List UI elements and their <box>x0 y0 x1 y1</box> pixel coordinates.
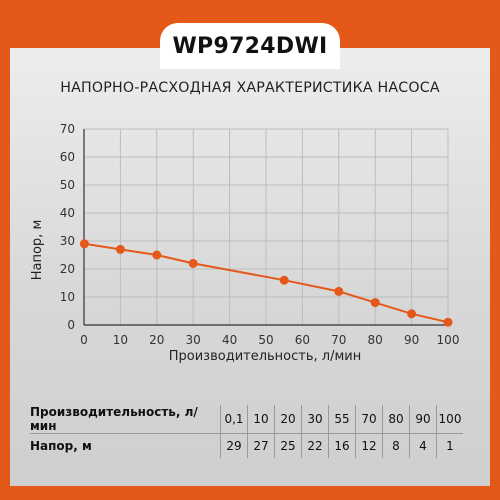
flow-value-cell: 30 <box>301 405 329 434</box>
y-tick-label: 70 <box>60 122 75 136</box>
data-point <box>334 286 344 296</box>
model-name: WP9724DWI <box>172 33 328 59</box>
chart-title: НАПОРНО-РАСХОДНАЯ ХАРАКТЕРИСТИКА НАСОСА <box>60 80 440 96</box>
data-point <box>279 275 289 285</box>
y-tick-label: 10 <box>60 290 75 304</box>
data-table: Производительность, л/мин 0,1 10 20 30 55 70 8… <box>30 405 463 458</box>
head-row-label: Напор, м <box>30 439 92 453</box>
head-value-cell: 27 <box>247 433 275 458</box>
flow-value-cell: 90 <box>409 405 437 434</box>
y-tick-label: 40 <box>60 206 75 220</box>
data-point <box>188 258 198 268</box>
flow-value-cell: 20 <box>274 405 302 434</box>
x-tick-label: 70 <box>331 333 346 347</box>
x-tick-label: 0 <box>80 333 88 347</box>
data-point <box>79 239 89 249</box>
series-points <box>79 239 453 327</box>
head-row: Напор, м 29 27 25 22 16 12 8 4 1 <box>30 433 463 458</box>
head-value-cell: 12 <box>355 433 383 458</box>
x-tick-label: 90 <box>404 333 419 347</box>
flow-value-cell: 80 <box>382 405 410 434</box>
y-axis-label: Напор, м <box>30 220 45 281</box>
data-point <box>115 244 125 254</box>
chart-axes <box>83 129 448 326</box>
flow-row: Производительность, л/мин 0,1 10 20 30 55 70 8… <box>30 405 463 434</box>
x-tick-label: 50 <box>258 333 273 347</box>
flow-value-cell: 100 <box>436 405 463 434</box>
head-value-cell: 1 <box>436 433 463 458</box>
flow-value-cell: 70 <box>355 405 383 434</box>
chart-grid <box>83 128 449 326</box>
x-tick-label: 10 <box>113 333 128 347</box>
x-tick-label: 20 <box>149 333 164 347</box>
flow-value-cell: 55 <box>328 405 356 434</box>
x-tick-label: 80 <box>368 333 383 347</box>
head-value-cell: 8 <box>382 433 410 458</box>
data-point <box>407 309 417 319</box>
flow-value-cell: 10 <box>247 405 275 434</box>
flow-row-label: Производительность, л/мин <box>30 405 221 434</box>
head-value-cell: 4 <box>409 433 437 458</box>
x-tick-label: 30 <box>186 333 201 347</box>
x-tick-label: 40 <box>222 333 237 347</box>
y-tick-label: 0 <box>67 318 75 332</box>
y-tick-label: 20 <box>60 262 75 276</box>
data-point <box>370 298 380 308</box>
data-point <box>443 317 453 327</box>
y-tick-label: 50 <box>60 178 75 192</box>
y-tick-label: 30 <box>60 234 75 248</box>
y-tick-labels: 0 10 20 30 40 50 60 70 <box>60 122 75 332</box>
x-tick-label: 100 <box>437 333 460 347</box>
x-axis-label: Производительность, л/мин <box>169 349 361 364</box>
data-point <box>152 250 162 260</box>
head-value-cell: 16 <box>328 433 356 458</box>
x-tick-label: 60 <box>295 333 310 347</box>
x-tick-labels: 0 10 20 30 40 50 60 70 80 90 100 <box>80 333 459 347</box>
y-tick-label: 60 <box>60 150 75 164</box>
head-value-cell: 25 <box>274 433 302 458</box>
model-header: WP9724DWI <box>160 23 340 69</box>
head-value-cell: 29 <box>220 433 248 458</box>
flow-value-cell: 0,1 <box>220 405 248 434</box>
head-value-cell: 22 <box>301 433 329 458</box>
